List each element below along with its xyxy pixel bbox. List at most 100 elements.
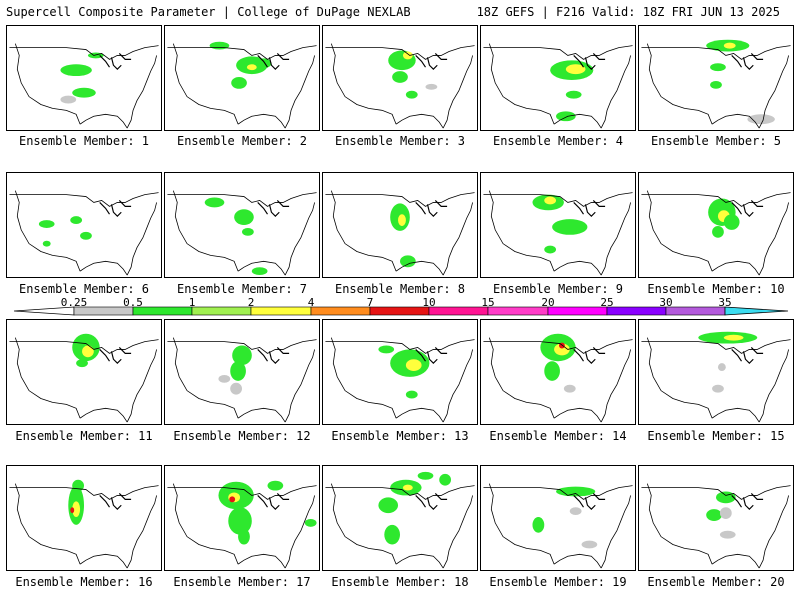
map-boundary (99, 200, 132, 218)
ensemble-panel (638, 172, 794, 278)
scp-shading (544, 245, 557, 254)
member-label: Ensemble Member: 16 (15, 575, 153, 589)
map-boundary (573, 200, 606, 218)
member-map (641, 483, 791, 569)
member-map (167, 190, 317, 276)
member-map (483, 190, 633, 276)
scp-shading (719, 507, 732, 519)
scp-shading (400, 255, 416, 268)
map-boundary (646, 483, 789, 569)
colorbar-tick-label: 2 (248, 297, 255, 309)
colorbar-high-end (724, 306, 789, 316)
map-boundary (9, 192, 159, 207)
scp-shading (532, 517, 545, 533)
map-boundary (641, 192, 791, 207)
scp-shading (552, 219, 588, 235)
scp-shading (72, 87, 96, 98)
scp-shading (230, 382, 242, 395)
member-label: Ensemble Member: 20 (647, 575, 785, 589)
scp-shading (405, 90, 418, 99)
colorbar-segment (547, 306, 608, 316)
ensemble-panel (6, 319, 162, 425)
scp-shading (209, 41, 230, 50)
scp-shading (723, 214, 740, 230)
scp-shading (238, 528, 250, 545)
map-boundary (573, 493, 606, 511)
colorbar-segment (665, 306, 726, 316)
map-boundary (325, 45, 475, 60)
scp-shading (581, 540, 598, 549)
scp-shading (405, 390, 418, 399)
map-boundary (415, 493, 448, 511)
ensemble-panel (322, 319, 478, 425)
member-label: Ensemble Member: 4 (492, 134, 624, 148)
scp-shading (425, 83, 438, 90)
scp-shading (556, 486, 596, 497)
colorbar-tick-label: 4 (308, 297, 315, 309)
scp-shading (565, 64, 586, 75)
map-boundary (646, 190, 789, 276)
scp-shading (378, 345, 395, 354)
map-boundary (172, 190, 315, 276)
scp-shading (723, 42, 736, 49)
member-label: Ensemble Member: 8 (334, 282, 466, 296)
member-map (167, 480, 317, 569)
ensemble-panel (322, 172, 478, 278)
member-map (167, 337, 317, 423)
ensemble-panel (480, 172, 636, 278)
scp-shading (398, 214, 406, 226)
member-label: Ensemble Member: 3 (334, 134, 466, 148)
scp-shading (267, 480, 284, 491)
map-boundary (641, 45, 791, 60)
colorbar-tick-label: 30 (659, 297, 672, 309)
colorbar-tick-label: 7 (367, 297, 374, 309)
colorbar-tick-label: 10 (422, 297, 435, 309)
map-boundary (257, 347, 290, 365)
scp-shading (569, 507, 582, 516)
scp-shading (439, 473, 452, 486)
member-label: Ensemble Member: 5 (650, 134, 782, 148)
member-map (325, 43, 475, 129)
scp-shading (80, 231, 92, 240)
member-label: Ensemble Member: 18 (331, 575, 469, 589)
map-boundary (9, 485, 159, 500)
map-boundary (172, 483, 315, 569)
member-label: Ensemble Member: 2 (176, 134, 308, 148)
ensemble-panel (638, 465, 794, 571)
map-boundary (646, 43, 789, 129)
page-title: Supercell Composite Parameter | College … (6, 5, 411, 19)
colorbar-segment (250, 306, 312, 316)
scp-shading (719, 530, 736, 539)
map-boundary (483, 339, 633, 354)
colorbar-segment (606, 306, 667, 316)
scp-shading (70, 216, 83, 225)
scp-shading (38, 220, 55, 228)
map-boundary (573, 347, 606, 365)
scp-shading (556, 111, 576, 122)
member-map (9, 479, 159, 569)
scp-shading (712, 225, 724, 238)
ensemble-panel (480, 25, 636, 131)
colorbar-tick-label: 0.25 (61, 297, 88, 309)
map-boundary (731, 53, 764, 71)
colorbar-segment (191, 306, 252, 316)
map-boundary (415, 347, 448, 365)
scp-shading (747, 114, 775, 125)
map-boundary (257, 53, 290, 71)
scp-shading (60, 95, 77, 104)
scp-shading (82, 345, 94, 358)
member-map (325, 471, 475, 569)
member-map (641, 39, 791, 129)
map-boundary (641, 485, 791, 500)
ensemble-panel (6, 25, 162, 131)
colorbar-segment (369, 306, 430, 316)
map-boundary (9, 45, 159, 60)
map-boundary (330, 337, 473, 423)
map-boundary (641, 339, 791, 354)
map-boundary (14, 43, 157, 129)
map-boundary (573, 53, 606, 71)
ensemble-panel (164, 25, 320, 131)
map-boundary (483, 192, 633, 207)
member-label: Ensemble Member: 10 (647, 282, 785, 296)
